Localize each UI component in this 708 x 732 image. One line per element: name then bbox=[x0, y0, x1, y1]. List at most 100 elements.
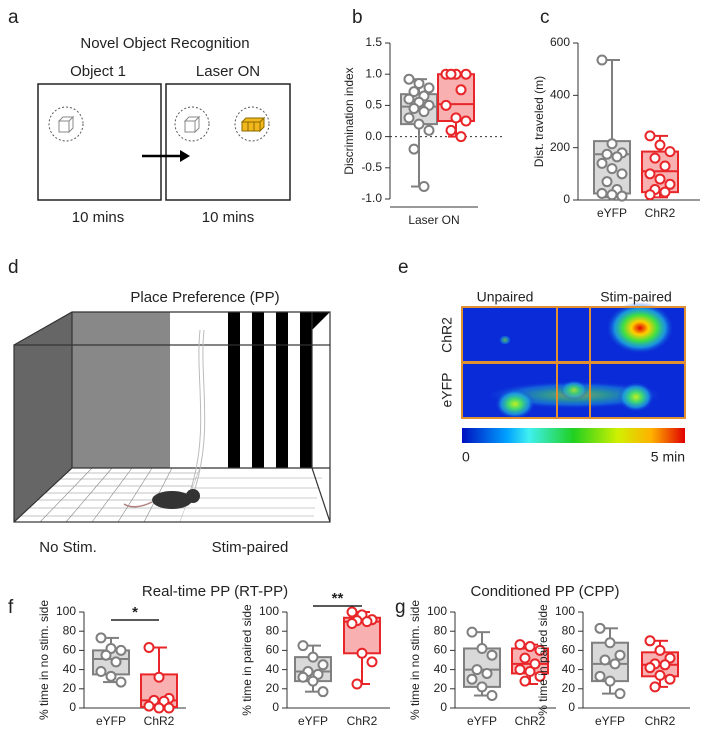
data-point bbox=[664, 178, 676, 190]
data-point bbox=[466, 673, 478, 685]
x-tick-label: eYFP bbox=[595, 714, 625, 728]
data-point bbox=[418, 106, 430, 118]
x-tick-label: ChR2 bbox=[645, 206, 676, 220]
data-point bbox=[153, 671, 165, 683]
y-tick-label: 400 bbox=[550, 88, 570, 102]
data-point bbox=[534, 644, 546, 656]
x-tick-label: eYFP bbox=[467, 714, 497, 728]
data-point bbox=[95, 632, 107, 644]
data-point bbox=[476, 681, 488, 693]
data-point bbox=[471, 664, 483, 676]
x-tick-label: eYFP bbox=[597, 206, 627, 220]
data-point bbox=[143, 642, 155, 654]
object-zone bbox=[48, 106, 84, 142]
data-point bbox=[616, 168, 628, 180]
data-point bbox=[486, 649, 498, 661]
y-tick-label: 0 bbox=[69, 700, 76, 714]
x-axis-label: Laser ON bbox=[408, 213, 459, 227]
data-point bbox=[440, 99, 452, 111]
panel-letter: a bbox=[8, 7, 19, 28]
y-tick-label: 40 bbox=[266, 662, 280, 676]
data-point bbox=[450, 112, 462, 124]
heatmap bbox=[461, 302, 686, 419]
y-tick-label: 20 bbox=[63, 681, 77, 695]
data-point bbox=[654, 669, 666, 681]
y-tick-label: 0 bbox=[563, 192, 570, 206]
row-label: eYFP bbox=[439, 372, 455, 407]
data-point bbox=[604, 637, 616, 649]
data-point bbox=[110, 656, 122, 668]
y-tick-label: 0 bbox=[272, 700, 279, 714]
data-point bbox=[346, 618, 358, 630]
row-label: ChR2 bbox=[439, 317, 455, 353]
y-tick-label: 100 bbox=[555, 604, 575, 618]
y-tick-label: 0.5 bbox=[365, 98, 382, 112]
data-point bbox=[481, 667, 493, 679]
data-point bbox=[614, 649, 626, 661]
data-point bbox=[455, 131, 467, 143]
data-point bbox=[594, 670, 606, 682]
object-zone bbox=[174, 106, 210, 142]
data-point bbox=[529, 658, 541, 670]
label: Laser ON bbox=[196, 63, 260, 80]
data-point bbox=[616, 190, 628, 202]
data-point bbox=[460, 115, 472, 127]
data-point bbox=[644, 635, 656, 647]
label: Stim-paired bbox=[212, 539, 289, 556]
y-tick-label: 20 bbox=[434, 681, 448, 695]
y-tick-label: -1.0 bbox=[361, 191, 382, 205]
arena bbox=[37, 83, 162, 201]
duration: 10 mins bbox=[72, 209, 125, 226]
data-point bbox=[143, 700, 155, 712]
data-point bbox=[519, 652, 531, 664]
x-tick-label: ChR2 bbox=[347, 714, 378, 728]
data-point bbox=[408, 86, 420, 98]
data-point bbox=[95, 666, 107, 678]
data-point bbox=[606, 189, 618, 201]
data-point bbox=[418, 181, 430, 193]
y-tick-label: 80 bbox=[562, 623, 576, 637]
data-point bbox=[614, 688, 626, 700]
data-point bbox=[163, 702, 175, 714]
cube bbox=[57, 115, 201, 134]
data-point bbox=[413, 118, 425, 130]
panel-title: Novel Object Recognition bbox=[80, 35, 249, 52]
x-tick-label: eYFP bbox=[96, 714, 126, 728]
novel-object bbox=[240, 116, 266, 133]
data-point bbox=[403, 73, 415, 85]
y-tick-label: -0.5 bbox=[361, 160, 382, 174]
y-tick-label: 200 bbox=[550, 140, 570, 154]
y-tick-label: 1.5 bbox=[365, 35, 382, 49]
data-point bbox=[654, 173, 666, 185]
data-point bbox=[346, 606, 358, 618]
data-point bbox=[366, 656, 378, 668]
data-point bbox=[601, 176, 613, 188]
data-point bbox=[649, 681, 661, 693]
y-tick-label: 60 bbox=[562, 643, 576, 657]
y-tick-label: 60 bbox=[266, 643, 280, 657]
data-point bbox=[153, 702, 165, 714]
arena bbox=[165, 83, 291, 201]
y-tick-label: 80 bbox=[434, 623, 448, 637]
data-point bbox=[455, 84, 467, 96]
panel-letter: c bbox=[540, 7, 550, 28]
data-point bbox=[601, 148, 613, 160]
data-point bbox=[445, 68, 457, 80]
label: No Stim. bbox=[39, 539, 97, 556]
data-point bbox=[606, 138, 618, 150]
data-point bbox=[524, 641, 536, 653]
data-point bbox=[664, 146, 676, 158]
y-axis-label: % time in paired side bbox=[240, 604, 254, 716]
data-point bbox=[460, 68, 472, 80]
data-point bbox=[594, 622, 606, 634]
y-axis-label: % time in paired side bbox=[536, 604, 550, 716]
panel-letter: e bbox=[398, 257, 409, 278]
data-point bbox=[609, 658, 621, 670]
panel-title: Place Preference (PP) bbox=[130, 289, 279, 306]
data-point bbox=[596, 157, 608, 169]
data-point bbox=[644, 168, 656, 180]
data-point bbox=[524, 666, 536, 678]
x-tick-label: ChR2 bbox=[645, 714, 676, 728]
